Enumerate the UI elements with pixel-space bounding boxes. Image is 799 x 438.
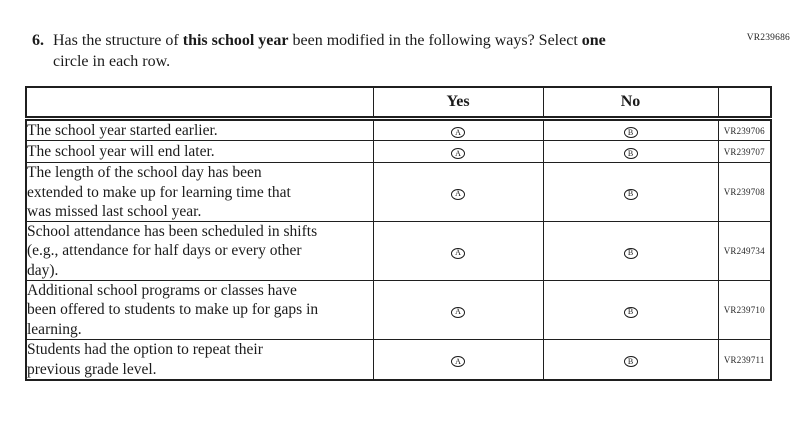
row-statement: The school year started earlier. [25,117,374,142]
row-statement: School attendance has been scheduled in … [25,221,374,282]
question-bold-one: one [581,32,606,49]
answer-bubble-no[interactable]: B [623,356,638,368]
answer-bubble-yes[interactable]: A [451,306,465,318]
question-line-1: Has the structure of this school year be… [53,30,606,51]
no-option-cell: B [542,140,719,164]
answer-bubble-no[interactable]: B [623,306,638,318]
yes-option-cell: A [372,280,544,340]
question-text: Has the structure of this school year be… [53,30,606,72]
table-row: The school year will end later. A B VR23… [25,140,772,164]
header-code-empty [717,86,772,121]
row-statement: Students had the option to repeat their … [25,338,374,381]
row-code: VR239711 [717,338,772,381]
header-yes: Yes [372,86,544,121]
answer-bubble-no[interactable]: B [623,127,638,139]
question-segment: been modified in the following ways? Sel… [288,32,582,49]
yes-option-cell: A [372,140,544,164]
question-segment: Has the structure of [53,32,183,49]
form-code-top-right: VR239686 [746,33,790,43]
header-no: No [542,86,719,121]
answer-bubble-no[interactable]: B [623,247,638,259]
no-option-cell: B [542,162,719,223]
table-row: The school year started earlier. A B VR2… [25,117,772,142]
answer-bubble-yes[interactable]: A [451,247,465,259]
no-option-cell: B [542,338,719,381]
header-statement-empty [25,86,374,121]
yes-option-cell: A [372,162,544,223]
no-option-cell: B [542,221,719,282]
table-row: Students had the option to repeat their … [25,338,772,381]
question-bold-this-school-year: this school year [182,32,289,49]
question-block: 6. Has the structure of this school year… [32,30,799,72]
answer-bubble-yes[interactable]: A [451,148,465,160]
questionnaire-page: { "page": { "code": "VR239686", "backgro… [0,30,799,438]
answer-bubble-no[interactable]: B [623,148,638,160]
table-row: School attendance has been scheduled in … [25,221,772,282]
no-option-cell: B [542,117,719,142]
header-row: Yes No [25,86,772,121]
table-row: The length of the school day has been ex… [25,162,772,223]
row-statement: Additional school programs or classes ha… [25,280,374,340]
row-code: VR239707 [717,140,772,164]
yes-option-cell: A [372,117,544,142]
answer-bubble-yes[interactable]: A [451,188,465,200]
table-row: Additional school programs or classes ha… [25,280,772,340]
row-code: VR239706 [717,117,772,142]
response-table: Yes No The school year started earlier. … [25,86,772,382]
no-option-cell: B [542,280,719,340]
row-statement: The school year will end later. [25,140,374,164]
yes-option-cell: A [372,338,544,381]
answer-bubble-no[interactable]: B [623,188,638,200]
question-number: 6. [32,32,44,49]
row-code: VR249734 [717,221,772,282]
row-statement: The length of the school day has been ex… [25,162,374,223]
question-line-2: circle in each row. [53,53,171,70]
answer-bubble-yes[interactable]: A [451,356,465,368]
yes-option-cell: A [372,221,544,282]
row-code: VR239708 [717,162,772,223]
answer-bubble-yes[interactable]: A [451,127,465,139]
row-code: VR239710 [717,280,772,340]
